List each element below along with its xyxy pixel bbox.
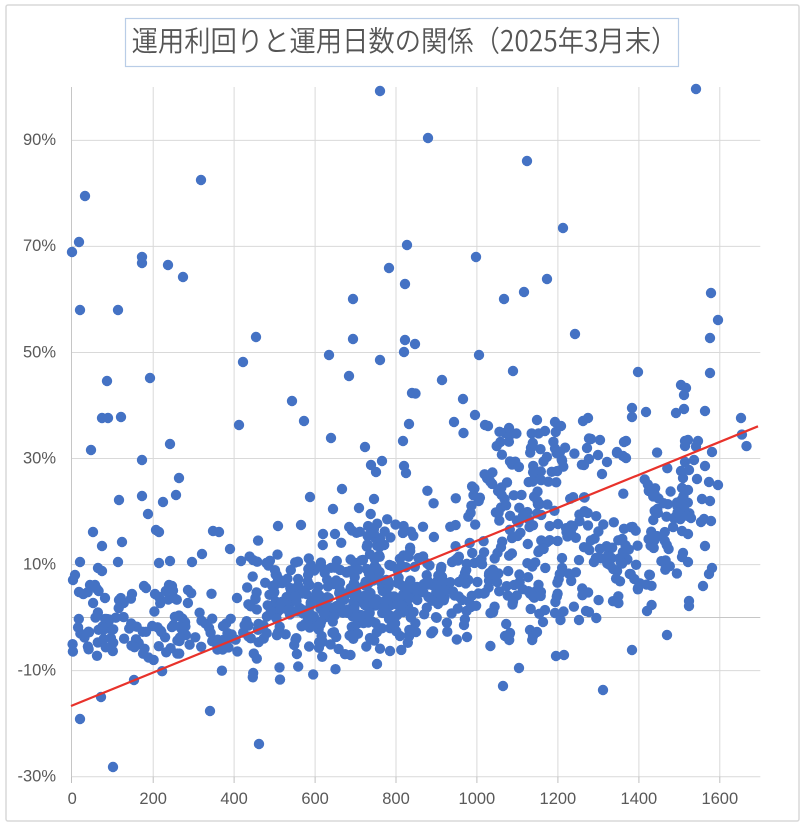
- svg-text:30%: 30%: [23, 449, 56, 467]
- svg-text:800: 800: [382, 790, 410, 808]
- svg-text:70%: 70%: [23, 237, 56, 255]
- svg-text:1000: 1000: [459, 790, 496, 808]
- svg-text:90%: 90%: [23, 131, 56, 149]
- svg-text:1400: 1400: [621, 790, 658, 808]
- svg-text:10%: 10%: [23, 555, 56, 573]
- svg-text:1600: 1600: [701, 790, 738, 808]
- svg-text:-10%: -10%: [17, 661, 56, 679]
- svg-text:50%: 50%: [23, 343, 56, 361]
- svg-text:200: 200: [139, 790, 167, 808]
- svg-text:1200: 1200: [540, 790, 577, 808]
- svg-text:-30%: -30%: [17, 768, 56, 786]
- svg-text:0: 0: [68, 790, 77, 808]
- svg-text:600: 600: [301, 790, 329, 808]
- svg-text:400: 400: [220, 790, 248, 808]
